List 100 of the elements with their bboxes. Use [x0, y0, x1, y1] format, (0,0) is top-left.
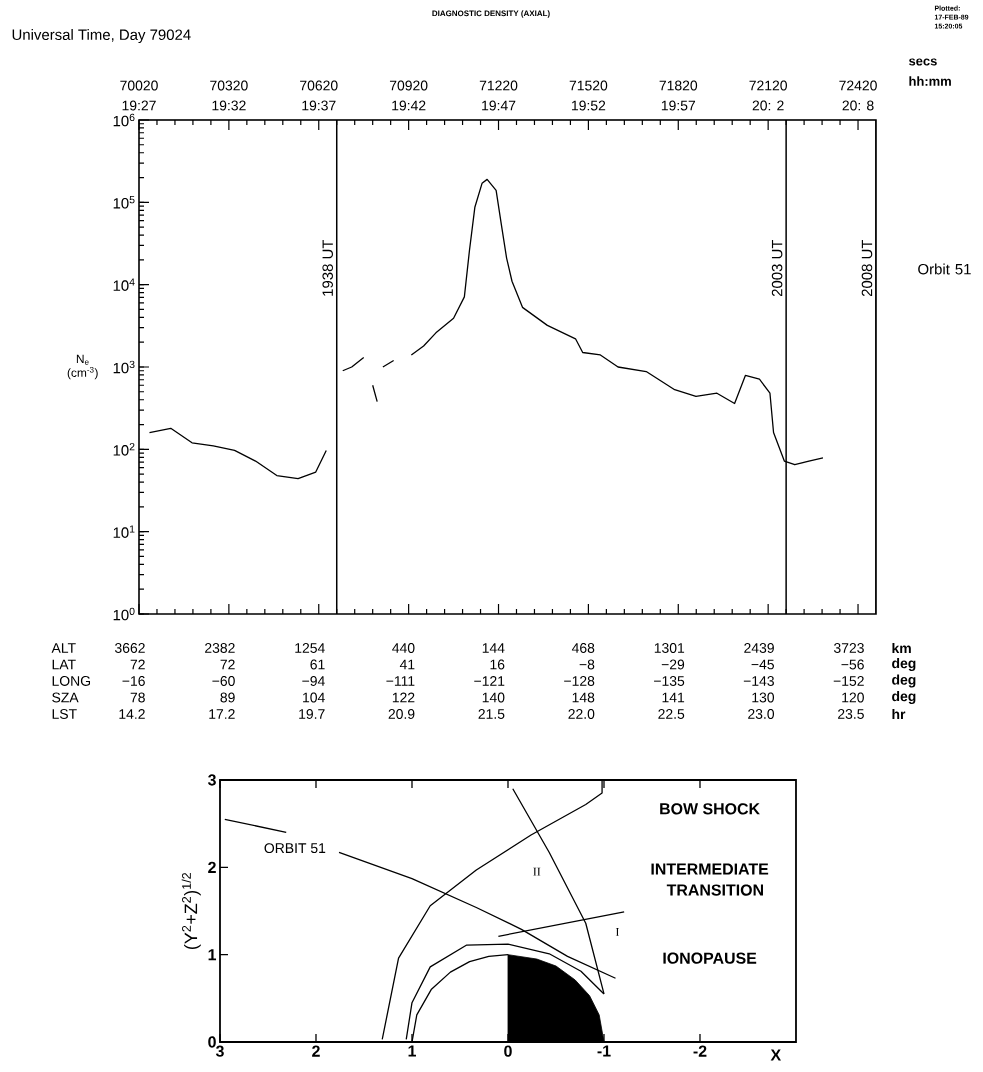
- text: 141: [662, 692, 685, 703]
- text: −152: [833, 676, 864, 686]
- text: 21.5: [478, 709, 505, 719]
- x2-tick-label: 20: 8: [842, 100, 874, 111]
- x2-tick-label: 19:57: [661, 100, 696, 111]
- x-tick-label: -1: [597, 1045, 611, 1057]
- x-tick-label: 1: [408, 1045, 416, 1057]
- text: 72: [220, 659, 235, 670]
- ref-line-label: 2003 UT: [771, 239, 783, 297]
- text: 72: [130, 659, 145, 670]
- text: deg: [892, 674, 916, 688]
- x-tick-label: 72120: [749, 80, 787, 91]
- text: −128: [564, 676, 595, 686]
- x2-tick-label: 19:42: [392, 100, 426, 111]
- text: 17.2: [209, 709, 235, 719]
- text: −135: [654, 676, 685, 686]
- x-tick-label: 71820: [659, 80, 698, 91]
- text: 61: [310, 659, 325, 670]
- x-axis-title: X: [770, 1049, 781, 1061]
- text: secs: [908, 58, 937, 66]
- text: −8: [579, 659, 595, 670]
- x-tick-label: 0: [504, 1045, 512, 1057]
- text: 3723: [833, 643, 864, 653]
- y-tick-label: 0: [208, 1036, 216, 1048]
- y-tick-label: 10$^{5}$: [113, 196, 135, 209]
- x-tick-label: -2: [693, 1045, 707, 1057]
- text: hh:mm: [909, 76, 951, 86]
- text: 22.5: [658, 709, 685, 719]
- text: −111: [386, 676, 415, 686]
- annotation: II: [533, 867, 541, 876]
- y-tick-label: 2: [208, 861, 216, 873]
- text: 2382: [205, 643, 235, 653]
- y-tick-label: 3: [207, 774, 216, 786]
- text: 104: [303, 692, 325, 703]
- text: 140: [482, 692, 505, 703]
- text: 20.9: [388, 709, 415, 719]
- y-tick-label: 1: [208, 949, 217, 961]
- text: −60: [212, 676, 235, 686]
- text: −56: [841, 659, 864, 670]
- text: 468: [571, 643, 595, 653]
- text: −143: [743, 676, 774, 686]
- y-axis-title: N$_{e}$ (cm$^{-3}$): [67, 354, 98, 380]
- annotation: INTERMEDIATE: [651, 863, 769, 875]
- text: −121: [474, 676, 505, 686]
- text: 120: [842, 692, 864, 703]
- y-tick-label: 10$^{0}$: [113, 607, 135, 621]
- text: 1254: [295, 643, 325, 653]
- text: 19.7: [299, 709, 325, 719]
- y-tick-label: 10$^{3}$: [113, 360, 135, 374]
- text: 23.0: [748, 709, 775, 719]
- text: deg: [892, 690, 916, 705]
- annotation: I: [615, 928, 620, 936]
- x-tick-label: 72420: [839, 80, 877, 91]
- x2-tick-label: 19:27: [122, 100, 156, 111]
- text: deg: [892, 657, 916, 672]
- x-tick-label: 70320: [210, 80, 248, 91]
- x2-tick-label: 20: 2: [752, 100, 784, 111]
- y-tick-label: 10$^{4}$: [113, 278, 135, 291]
- text: LAT: [52, 659, 76, 670]
- text: LST: [52, 709, 77, 719]
- text: 122: [392, 692, 415, 703]
- y-axis-title: (Y$^{2}$+Z$^{2}$)$^{1/2}$: [181, 873, 201, 949]
- text: 41: [399, 659, 415, 670]
- text: hr: [892, 708, 906, 720]
- x2-tick-label: 19:37: [302, 100, 336, 111]
- y-tick-label: 10$^{1}$: [113, 525, 135, 538]
- x2-tick-label: 19:32: [212, 100, 246, 111]
- text: −29: [661, 659, 685, 670]
- y-tick-label: 10$^{6}$: [113, 113, 135, 127]
- text: 89: [220, 692, 235, 703]
- text: 78: [130, 692, 145, 703]
- x-tick-label: 70920: [389, 80, 428, 91]
- text: 1301: [654, 643, 685, 653]
- annotation: ORBIT 51: [264, 843, 326, 854]
- text: 16: [490, 659, 505, 670]
- y-tick-label: 10$^{2}$: [113, 443, 135, 456]
- text: −94: [302, 676, 325, 686]
- annotation: TRANSITION: [666, 884, 763, 896]
- x-tick-label: 71520: [569, 80, 608, 91]
- ref-line-label: 2008 UT: [861, 239, 873, 297]
- text: 22.0: [568, 709, 595, 719]
- annotation: BOW SHOCK: [660, 803, 760, 815]
- x-tick-label: 70020: [120, 80, 158, 91]
- text: −16: [122, 676, 145, 686]
- text: Orbit 51: [918, 263, 971, 275]
- x-tick-label: 70620: [300, 80, 338, 91]
- text: 440: [392, 643, 415, 653]
- text: 148: [572, 692, 595, 703]
- text: −45: [751, 659, 774, 670]
- text: ALT: [51, 643, 76, 653]
- x-tick-label: 71220: [479, 80, 518, 91]
- text: 2439: [744, 643, 774, 653]
- annotation: IONOPAUSE: [663, 952, 757, 964]
- x2-tick-label: 19:47: [482, 100, 516, 111]
- text: SZA: [52, 692, 79, 703]
- text: LONG: [52, 676, 91, 686]
- text: 23.5: [838, 709, 864, 719]
- text: km: [892, 642, 911, 654]
- x2-tick-label: 19:52: [572, 100, 606, 111]
- ref-line-label: 1938 UT: [322, 239, 333, 296]
